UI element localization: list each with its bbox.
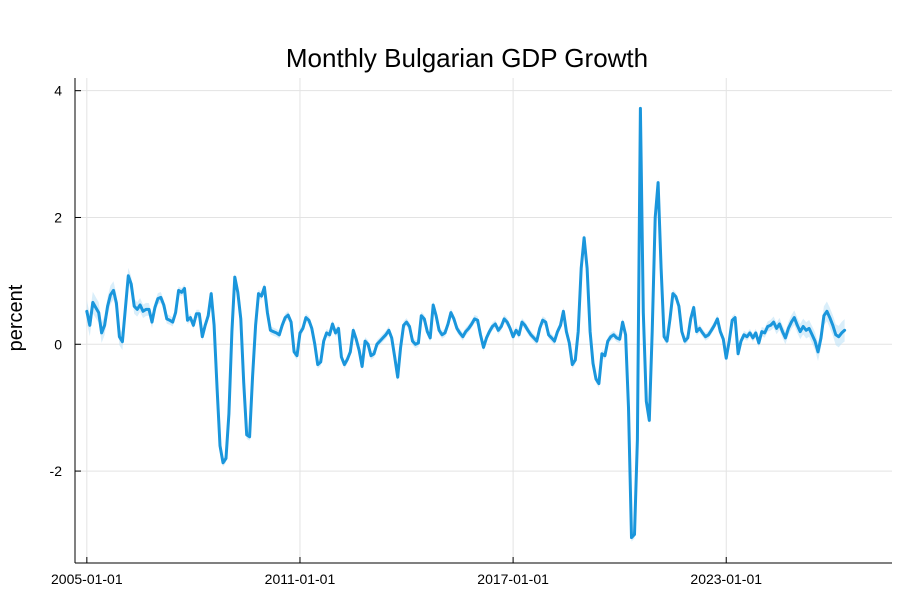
axes	[74, 78, 892, 564]
x-tick-label: 2023-01-01	[690, 571, 762, 587]
tick-labels: 2005-01-01 2011-01-01 2017-01-01 2023-01-01…	[50, 83, 763, 587]
x-tick-label: 2011-01-01	[265, 571, 336, 587]
y-axis-label: percent	[5, 284, 27, 351]
y-tick-label: -2	[50, 463, 63, 479]
series-layer	[85, 106, 847, 540]
y-tick-label: 0	[54, 336, 62, 352]
series-line	[85, 106, 847, 540]
x-tick-label: 2005-01-01	[51, 571, 123, 587]
y-tick-label: 2	[54, 209, 62, 225]
x-tick-label: 2017-01-01	[477, 571, 549, 587]
y-tick-label: 4	[54, 83, 62, 99]
chart-title: Monthly Bulgarian GDP Growth	[286, 43, 648, 73]
